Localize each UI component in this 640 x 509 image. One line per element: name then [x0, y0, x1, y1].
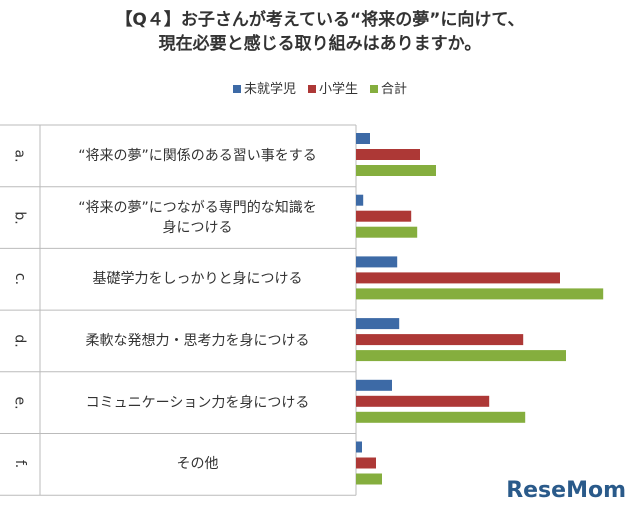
category-label: 柔軟な発想力・思考力を身につける	[85, 332, 310, 349]
legend-item: 未就学児	[232, 78, 296, 97]
bar	[356, 411, 526, 423]
bar	[356, 318, 400, 330]
letter: c.	[12, 273, 28, 286]
bar	[356, 133, 370, 144]
category-letter: f.	[0, 434, 40, 496]
category-label: その他	[176, 456, 219, 473]
legend-item: 小学生	[307, 78, 358, 97]
bar	[356, 226, 418, 238]
bar	[356, 395, 490, 407]
category-letter: a.	[0, 125, 40, 187]
category-letter: b.	[0, 187, 40, 249]
category-label: “将来の夢”に関係のある習い事をする	[78, 147, 317, 164]
letter: e.	[11, 396, 28, 410]
bar	[356, 210, 412, 222]
bar	[356, 334, 524, 346]
legend-label: 未就学児	[243, 82, 296, 97]
letter: a.	[12, 149, 28, 163]
legend-swatch	[232, 85, 241, 93]
legend: 未就学児 小学生 合計	[0, 78, 640, 97]
letter: d.	[12, 334, 28, 348]
bar	[356, 457, 376, 469]
bar	[356, 379, 392, 391]
legend-item: 合計	[370, 78, 407, 97]
bar	[356, 473, 382, 485]
category-label: 基礎学力をしっかりと身につける	[92, 271, 303, 288]
category-letter: e.	[0, 372, 40, 434]
bar	[356, 149, 420, 160]
bar	[356, 350, 566, 362]
letter: f.	[12, 460, 28, 469]
category-letter: c.	[0, 248, 40, 310]
bar	[356, 165, 436, 176]
letter: b.	[12, 210, 28, 225]
category-label: “将来の夢”につながる専門的な知識を 身につける	[78, 199, 317, 236]
legend-swatch	[307, 85, 316, 93]
legend-label: 小学生	[318, 82, 358, 97]
legend-swatch	[370, 85, 378, 93]
category-letter: d.	[0, 310, 40, 372]
legend-label: 合計	[381, 82, 408, 97]
watermark: ReseMom	[506, 478, 626, 503]
bar	[356, 272, 560, 284]
category-label: コミュニケーション力を身につける	[85, 394, 310, 411]
bar	[356, 441, 362, 453]
bar	[356, 288, 604, 300]
chart-title: 【Q４】お子さんが考えている“将来の夢”に向けて、 現在必要と感じる取り組みはあ…	[115, 10, 525, 54]
bar	[356, 256, 398, 268]
bar	[356, 194, 364, 206]
